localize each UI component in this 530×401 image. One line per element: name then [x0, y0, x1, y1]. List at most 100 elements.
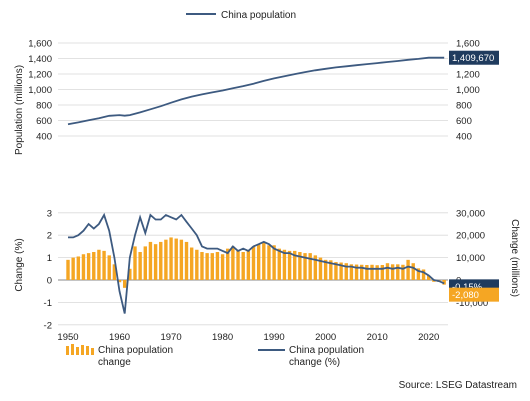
population-change-bar — [138, 252, 142, 280]
population-change-bar — [267, 245, 271, 280]
population-change-bar — [380, 264, 385, 280]
population-change-bar — [262, 243, 266, 280]
top-y-tick-label-right: 800 — [456, 101, 472, 112]
population-change-bar — [210, 253, 214, 280]
population-change-bar — [251, 246, 256, 280]
bottom-y-tick-label-left: 1 — [47, 253, 52, 264]
population-change-bar — [179, 239, 184, 280]
population-change-bar — [71, 257, 75, 280]
population-change-bar — [226, 248, 230, 280]
x-tick-label: 1990 — [264, 332, 285, 343]
population-change-bar — [97, 249, 101, 280]
legend-label-top: China population — [221, 10, 296, 21]
population-change-bar — [375, 265, 379, 280]
x-tick-label: 1960 — [109, 332, 130, 343]
population-last-value-badge-text: 1,409,670 — [452, 53, 494, 64]
pct-change-last-value-badge-text: -0.15% — [452, 282, 483, 293]
bottom-y-tick-label-left: -1 — [44, 298, 52, 309]
source-note: Source: LSEG Datastream — [399, 380, 517, 391]
population-change-bar — [86, 253, 91, 280]
x-tick-label: 2010 — [367, 332, 388, 343]
x-tick-label: 2020 — [418, 332, 439, 343]
population-change-bar — [365, 264, 369, 280]
population-change-bar — [349, 264, 354, 280]
population-change-bar — [287, 250, 292, 280]
population-change-bar — [334, 262, 338, 280]
top-y-tick-label-left: 800 — [36, 101, 52, 112]
population-change-bar — [164, 239, 168, 280]
bottom-y-tick-label-right: 10,000 — [456, 253, 485, 264]
legend-bars-label-line1: China population — [98, 345, 173, 356]
bottom-y-tick-label-left: 3 — [47, 208, 52, 219]
population-change-bar — [344, 263, 348, 280]
change-last-value-badge: -2,080 — [449, 287, 499, 302]
top-y-tick-label-left: 1,600 — [28, 39, 52, 50]
population-change-bar — [298, 252, 302, 280]
legend-bars-label-line2: change — [98, 357, 131, 368]
top-y-tick-label-right: 600 — [456, 116, 472, 127]
legend-line-label-line2: change (%) — [289, 357, 340, 368]
population-change-bar — [107, 255, 111, 280]
population-change-bar — [421, 269, 426, 280]
population-line — [67, 56, 445, 126]
population-change-bar — [128, 268, 132, 280]
population-change-bar — [148, 241, 153, 280]
top-y-tick-label-left: 1,000 — [28, 85, 52, 96]
bottom-y-tick-label-right: 30,000 — [456, 208, 485, 219]
bottom-y-tick-label-right: 20,000 — [456, 231, 485, 242]
population-change-bar — [370, 264, 374, 280]
x-tick-label: 2000 — [315, 332, 336, 343]
population-change-bar — [236, 250, 240, 280]
population-change-bar — [241, 252, 245, 280]
change-last-value-badge-bg — [449, 287, 499, 302]
population-change-pct-line — [68, 212, 445, 314]
population-change-bar — [92, 252, 96, 280]
top-y-tick-label-left: 600 — [36, 116, 52, 127]
population-change-bar — [329, 260, 333, 280]
bottom-y-tick-label-right: -10,000 — [456, 298, 488, 309]
population-change-bar — [339, 262, 343, 280]
population-change-bar — [195, 249, 199, 280]
population-change-bar — [401, 264, 405, 280]
population-change-bar — [200, 252, 204, 280]
population-change-bar — [133, 246, 137, 280]
population-change-bar — [169, 237, 173, 280]
population-change-bar — [427, 275, 431, 280]
population-change-bar — [354, 264, 359, 280]
population-change-bar — [174, 238, 178, 280]
population-change-bar — [396, 264, 400, 280]
population-change-bar — [76, 256, 81, 280]
top-y-tick-label-right: 1,200 — [456, 70, 480, 81]
top-y-tick-label-right: 1,600 — [456, 39, 480, 50]
population-change-bar — [282, 249, 287, 280]
bottom-y-tick-label-left: -2 — [44, 320, 52, 331]
x-tick-label: 1980 — [212, 332, 233, 343]
population-change-bar — [416, 268, 421, 280]
top-y-tick-label-right: 1,000 — [456, 85, 480, 96]
population-change-bar — [442, 280, 446, 285]
population-change-bar — [159, 241, 163, 280]
bottom-y-tick-label-left: 0 — [47, 276, 52, 287]
population-change-bar — [246, 250, 251, 280]
population-change-bar — [189, 247, 194, 280]
population-change-bar — [385, 263, 390, 280]
population-change-bar — [390, 264, 395, 280]
population-change-bar — [411, 263, 415, 280]
top-y-tick-label-left: 1,200 — [28, 70, 52, 81]
population-change-bar — [81, 254, 86, 280]
population-change-bar — [256, 244, 261, 280]
population-change-bar — [318, 257, 323, 280]
x-tick-label: 1950 — [57, 332, 78, 343]
top-y-tick-label-left: 1,400 — [28, 54, 52, 65]
population-change-bar — [112, 264, 117, 280]
population-change-bar — [215, 252, 220, 280]
population-change-bar — [303, 253, 307, 280]
population-change-bar — [122, 280, 127, 288]
population-change-bar — [293, 250, 297, 280]
population-change-bar — [153, 244, 158, 280]
population-change-bar — [205, 253, 209, 280]
population-change-bar — [272, 245, 276, 280]
population-last-value-badge-bg — [449, 50, 499, 65]
legend-bars-swatch — [66, 344, 94, 355]
